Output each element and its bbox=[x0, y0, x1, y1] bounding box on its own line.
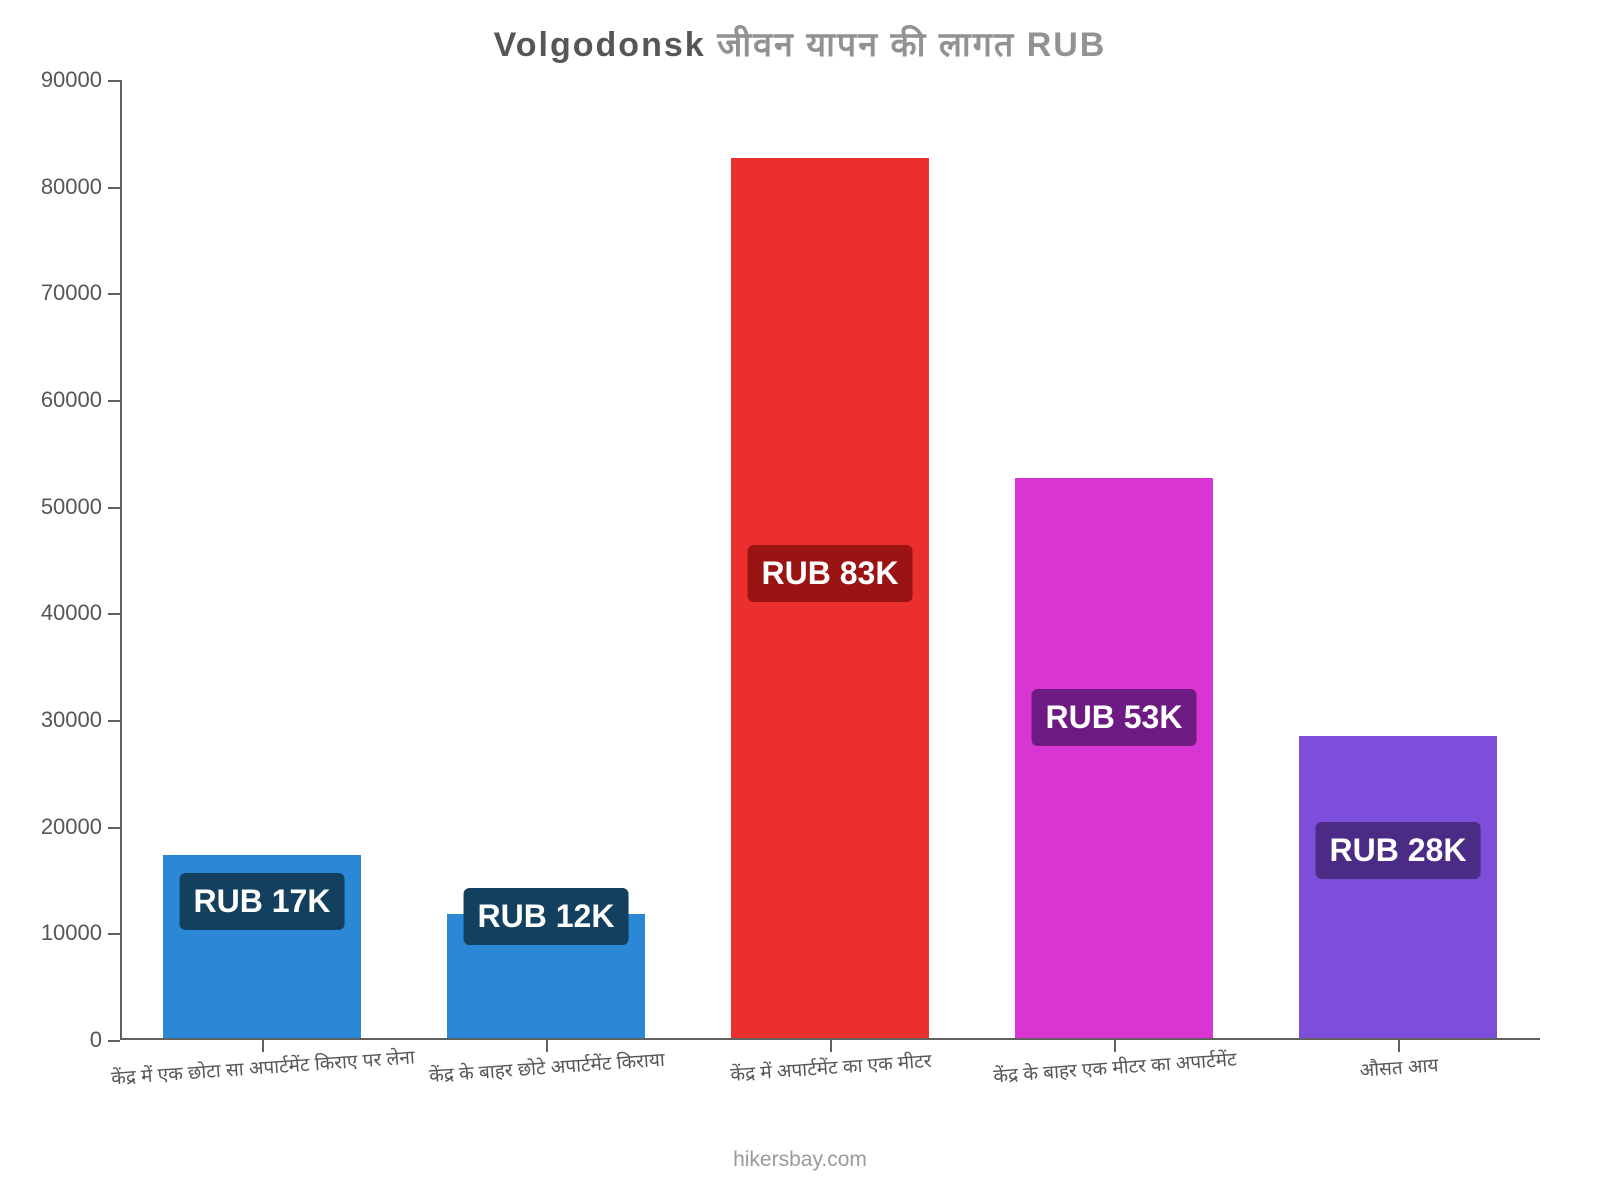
y-tick bbox=[108, 80, 120, 82]
bar bbox=[1015, 478, 1214, 1038]
x-tick-label: केंद्र में अपार्टमेंट का एक मीटर bbox=[730, 1047, 933, 1087]
x-tick-label: केंद्र के बाहर छोटे अपार्टमेंट किराया bbox=[428, 1046, 665, 1088]
x-tick bbox=[262, 1040, 264, 1052]
chart-title: Volgodonsk जीवन यापन की लागत RUB bbox=[0, 20, 1600, 66]
y-tick-label: 60000 bbox=[41, 387, 102, 413]
y-tick-label: 0 bbox=[90, 1027, 102, 1053]
title-location: Volgodonsk bbox=[494, 26, 706, 64]
y-tick-label: 20000 bbox=[41, 814, 102, 840]
y-tick-label: 40000 bbox=[41, 600, 102, 626]
x-tick bbox=[830, 1040, 832, 1052]
y-tick bbox=[108, 507, 120, 509]
cost-of-living-chart: Volgodonsk जीवन यापन की लागत RUB 0100002… bbox=[0, 0, 1600, 1200]
value-badge: RUB 17K bbox=[180, 873, 345, 930]
bar bbox=[1299, 736, 1498, 1038]
y-tick bbox=[108, 400, 120, 402]
title-rest: जीवन यापन की लागत RUB bbox=[706, 26, 1107, 64]
y-axis bbox=[120, 80, 122, 1040]
x-tick bbox=[1398, 1040, 1400, 1052]
y-tick bbox=[108, 933, 120, 935]
y-tick-label: 30000 bbox=[41, 707, 102, 733]
y-tick bbox=[108, 1040, 120, 1042]
attribution: hikersbay.com bbox=[0, 1148, 1600, 1172]
y-tick-label: 90000 bbox=[41, 67, 102, 93]
x-tick-label: औसत आय bbox=[1359, 1051, 1439, 1082]
value-badge: RUB 83K bbox=[748, 545, 913, 602]
y-tick bbox=[108, 613, 120, 615]
value-badge: RUB 12K bbox=[464, 888, 629, 945]
value-badge: RUB 53K bbox=[1032, 689, 1197, 746]
plot-area: 0100002000030000400005000060000700008000… bbox=[120, 80, 1540, 1040]
y-tick bbox=[108, 293, 120, 295]
x-tick bbox=[546, 1040, 548, 1052]
y-tick bbox=[108, 720, 120, 722]
x-tick bbox=[1114, 1040, 1116, 1052]
y-tick-label: 10000 bbox=[41, 920, 102, 946]
y-tick-label: 70000 bbox=[41, 280, 102, 306]
value-badge: RUB 28K bbox=[1316, 822, 1481, 879]
y-tick-label: 80000 bbox=[41, 174, 102, 200]
y-tick bbox=[108, 827, 120, 829]
y-tick-label: 50000 bbox=[41, 494, 102, 520]
y-tick bbox=[108, 187, 120, 189]
